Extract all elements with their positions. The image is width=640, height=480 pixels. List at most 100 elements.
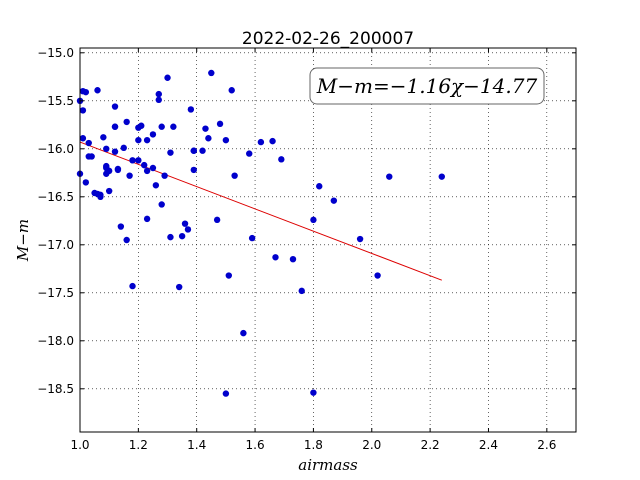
- chart-title: 2022-02-26_200007: [242, 29, 414, 49]
- data-point: [161, 172, 168, 179]
- data-point: [79, 135, 87, 142]
- data-point: [269, 137, 276, 145]
- data-point: [213, 216, 221, 224]
- data-point: [158, 123, 165, 130]
- x-tick-label: 1.4: [187, 438, 206, 452]
- data-point: [117, 223, 125, 230]
- y-tick-label: −15.5: [37, 94, 74, 108]
- data-point: [88, 153, 95, 160]
- y-tick-labels: −15.0 −15.5 −16.0 −16.5 −17.0 −17.5 −18.0 −18.5: [37, 46, 74, 396]
- data-point: [114, 166, 122, 174]
- data-point: [100, 134, 107, 141]
- data-point: [103, 170, 110, 177]
- fit-equation: M−m=−1.16χ−14.77: [316, 74, 538, 98]
- x-tick-label: 2.2: [421, 438, 440, 452]
- data-point: [231, 172, 238, 179]
- data-point: [85, 139, 92, 147]
- data-point: [181, 220, 189, 227]
- data-point: [289, 256, 297, 263]
- y-tick-label: −17.0: [37, 238, 74, 252]
- data-point: [129, 157, 136, 164]
- data-point: [111, 148, 119, 155]
- data-point: [170, 123, 177, 130]
- data-point: [129, 282, 136, 290]
- x-tick-label: 1.8: [304, 438, 323, 452]
- data-point: [79, 107, 87, 114]
- data-point: [316, 183, 323, 190]
- data-point: [208, 69, 215, 77]
- plot-frame: [79, 47, 577, 433]
- data-point: [240, 329, 247, 337]
- data-point: [176, 283, 183, 291]
- data-point: [82, 179, 90, 186]
- data-point: [97, 191, 104, 199]
- data-point: [222, 136, 230, 144]
- data-point: [143, 136, 151, 144]
- data-point: [149, 131, 157, 138]
- y-tick-label: −16.5: [37, 190, 74, 204]
- x-tick-label: 2.4: [479, 438, 498, 452]
- grid-lines: [79, 48, 576, 432]
- y-tick-label: −17.5: [37, 286, 74, 300]
- data-point: [216, 120, 224, 128]
- data-point: [310, 216, 317, 224]
- data-point: [298, 287, 305, 295]
- data-point: [228, 87, 235, 94]
- fit-line: [79, 141, 442, 281]
- fit-equation-box: M−m=−1.16χ−14.77: [309, 67, 545, 105]
- y-tick-label: −18.0: [37, 334, 74, 348]
- y-axis-label: M−m: [14, 219, 32, 262]
- y-tick-label: −16.0: [37, 142, 74, 156]
- data-point: [202, 125, 209, 132]
- data-point: [374, 272, 381, 279]
- x-tick-label: 2.6: [537, 438, 556, 452]
- x-tick-label: 1.6: [246, 438, 265, 452]
- data-point: [272, 254, 279, 261]
- data-point: [155, 90, 162, 98]
- data-point: [205, 135, 212, 142]
- data-point: [155, 96, 162, 104]
- data-point: [187, 106, 195, 113]
- data-point: [123, 118, 130, 126]
- data-point: [246, 150, 253, 157]
- data-point: [103, 162, 110, 170]
- data-point: [135, 157, 142, 164]
- data-point: [330, 197, 338, 204]
- data-point: [248, 234, 256, 242]
- data-point: [135, 136, 142, 144]
- x-tick-label: 1.2: [129, 438, 148, 452]
- data-point: [278, 156, 285, 163]
- data-points: [76, 69, 445, 397]
- data-point: [190, 147, 197, 154]
- data-point: [199, 147, 206, 154]
- data-point: [143, 215, 151, 223]
- data-point: [126, 172, 133, 179]
- data-point: [222, 390, 230, 397]
- data-point: [167, 233, 174, 241]
- axis-ticks: [79, 48, 576, 432]
- data-point: [386, 173, 393, 180]
- data-point: [138, 122, 145, 129]
- data-point: [190, 166, 197, 174]
- data-point: [79, 88, 87, 95]
- data-point: [184, 226, 192, 233]
- data-point: [105, 187, 113, 195]
- data-point: [120, 144, 127, 152]
- x-axis-label: airmass: [298, 456, 358, 474]
- data-point: [149, 164, 157, 172]
- y-tick-label: −15.0: [37, 46, 74, 60]
- data-point: [257, 138, 265, 146]
- data-point: [103, 145, 110, 152]
- data-point: [123, 236, 130, 244]
- y-tick-label: −18.5: [37, 382, 74, 396]
- data-point: [310, 389, 317, 396]
- data-point: [111, 123, 119, 130]
- data-point: [438, 173, 445, 180]
- data-point: [94, 87, 101, 94]
- data-point: [356, 235, 364, 243]
- x-tick-labels: 1.0 1.2 1.4 1.6 1.8 2.0 2.2 2.4 2.6: [70, 438, 556, 452]
- data-point: [167, 149, 174, 156]
- x-tick-label: 1.0: [70, 438, 89, 452]
- data-point: [158, 201, 165, 208]
